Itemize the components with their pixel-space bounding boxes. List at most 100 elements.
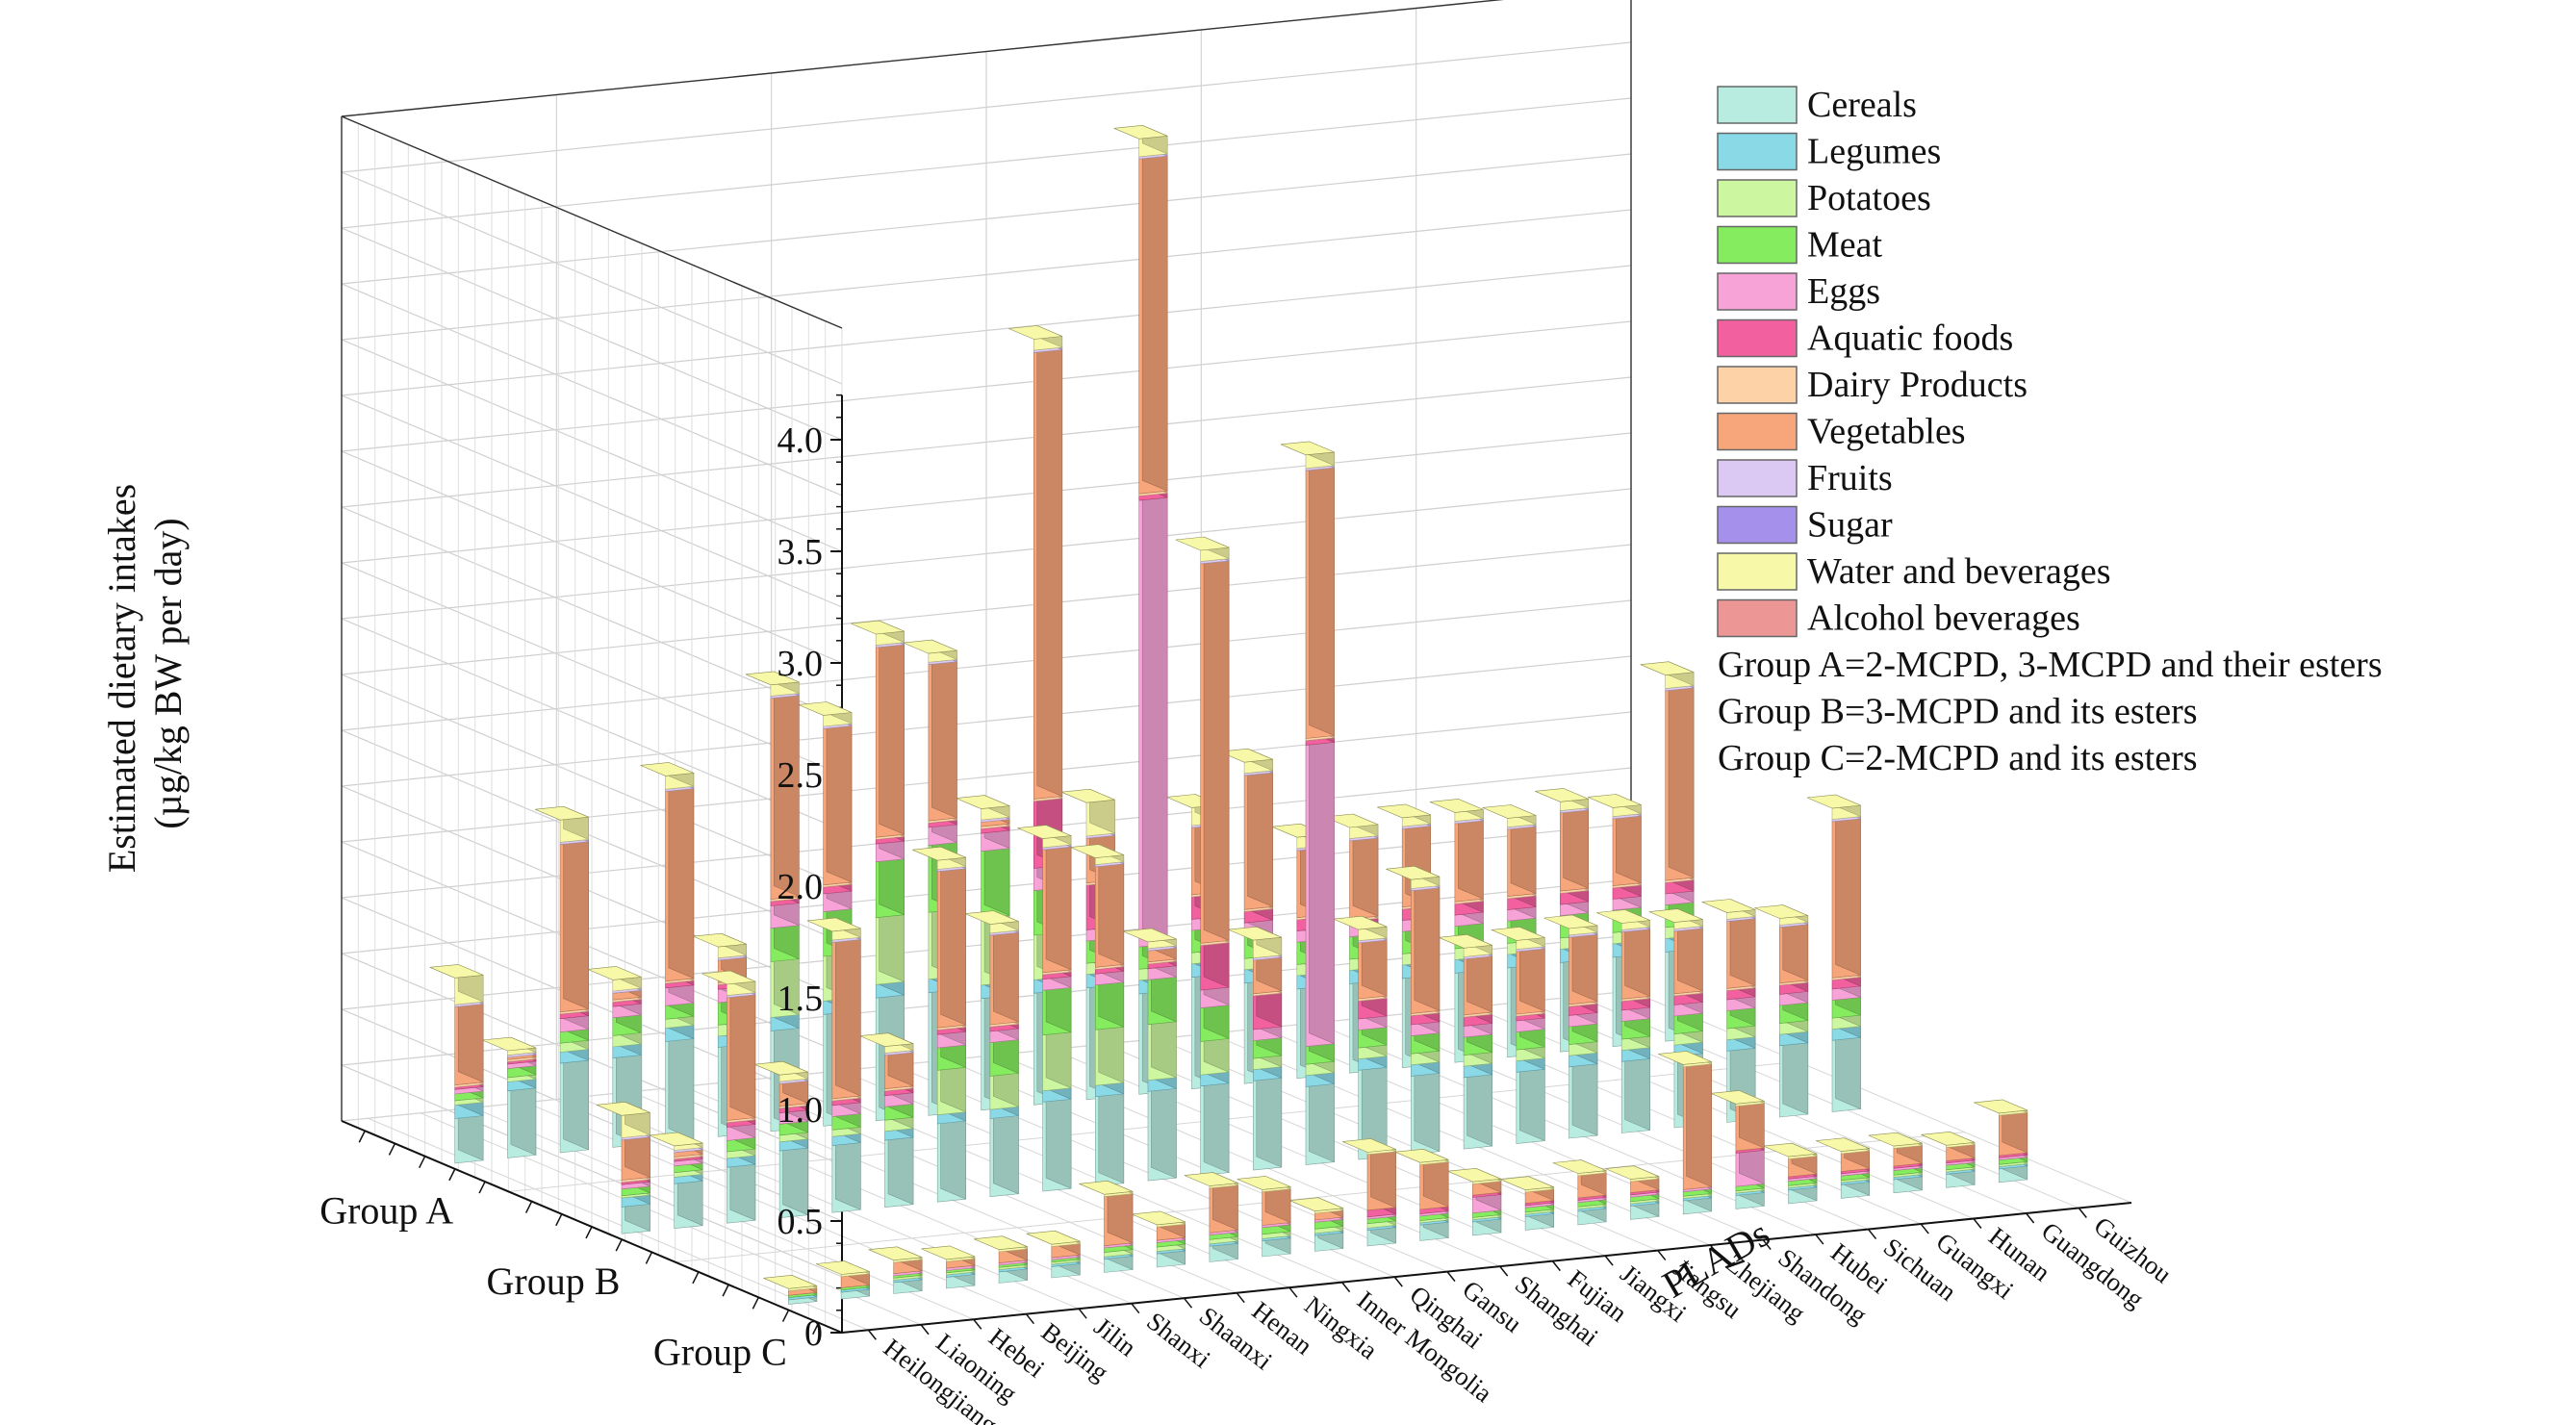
legend-note: Group B=3-MCPD and its esters xyxy=(1718,692,2198,732)
bar-segment-side xyxy=(931,650,957,819)
bar-top xyxy=(1701,899,1756,913)
bar-group-c-sichuan xyxy=(1763,1142,1818,1205)
floor-grid-line xyxy=(683,1085,1185,1299)
bar-group-b-shanxi xyxy=(859,1032,914,1209)
bar-group-c-shandong xyxy=(1658,1051,1712,1215)
floor-grid-line xyxy=(630,1091,1133,1305)
bar-group-c-henan xyxy=(1132,1210,1186,1268)
legend-label: Potatoes xyxy=(1807,178,1931,218)
bar-top xyxy=(806,917,861,932)
bar-group-b-jilin xyxy=(806,917,861,1213)
legend-swatch xyxy=(1717,598,1798,638)
bar-top xyxy=(763,1274,817,1289)
bar-top xyxy=(1605,1165,1660,1180)
plad-tick xyxy=(1025,1313,1035,1325)
bar-segment-side xyxy=(563,1049,589,1151)
bar-top xyxy=(1341,1138,1396,1153)
bar-group-c-beijing xyxy=(921,1245,976,1289)
group-label: Group B xyxy=(487,1260,621,1303)
group-tick xyxy=(692,1271,700,1285)
legend-label: Aquatic foods xyxy=(1807,318,2013,359)
legend-swatch xyxy=(1717,505,1798,545)
floor-grid-line xyxy=(1052,1049,1553,1262)
bar-segment-side xyxy=(1098,852,1125,965)
bar-top xyxy=(1491,927,1545,941)
bar-top xyxy=(1438,933,1492,949)
bar-group-a-jilin xyxy=(640,761,695,1143)
legend-swatch xyxy=(1717,318,1798,358)
plad-tick xyxy=(1815,1234,1824,1245)
floor-grid-line xyxy=(788,1075,1290,1288)
bar-group-b-shaanxi xyxy=(912,846,967,1203)
bar-segment-side xyxy=(826,714,853,883)
bar-top xyxy=(798,701,853,716)
bar-group-c-hebei xyxy=(868,1246,923,1294)
plad-tick xyxy=(1393,1276,1403,1287)
floor-grid-line xyxy=(1472,1006,1975,1219)
plad-tick xyxy=(1920,1223,1929,1234)
bar-group-c-gansu xyxy=(1341,1138,1396,1247)
bar-group-b-fujian xyxy=(1280,441,1335,1165)
bar-group-b-beijing xyxy=(753,1060,808,1219)
bar-top xyxy=(859,1032,914,1047)
bar-top xyxy=(1184,1172,1238,1186)
bar-group-c-zhejiang xyxy=(1605,1165,1660,1220)
bar-top xyxy=(1640,661,1695,676)
legend-swatch xyxy=(1717,366,1798,404)
plad-tick xyxy=(1078,1308,1087,1319)
y-tick-label: 2.0 xyxy=(778,867,824,907)
legend-note: Group A=2-MCPD, 3-MCPD and their esters xyxy=(1718,645,2383,685)
bar-top xyxy=(1596,909,1650,924)
bar-top xyxy=(868,1246,923,1261)
bar-top xyxy=(534,805,589,821)
legend-swatch xyxy=(1717,225,1798,265)
bar-group-c-liaoning xyxy=(815,1260,870,1300)
bar-top xyxy=(1429,799,1484,813)
bar-top xyxy=(921,1245,976,1260)
legend-swatch xyxy=(1717,412,1798,451)
bar-top xyxy=(1386,865,1441,880)
bar-segment-side xyxy=(1309,456,1335,736)
bar-group-b-liaoning xyxy=(649,1132,703,1230)
legend-swatch xyxy=(1717,132,1798,171)
plad-tick xyxy=(1341,1282,1351,1293)
group-tick xyxy=(722,1284,729,1297)
group-tick xyxy=(418,1156,426,1169)
bar-segment-side xyxy=(1141,486,1168,945)
legend-label: Alcohol beverages xyxy=(1807,598,2080,639)
bar-group-b-shandong xyxy=(1491,927,1545,1144)
bar-group-b-inner-mongolia xyxy=(1070,844,1125,1186)
legend-label: Legumes xyxy=(1807,132,1941,172)
group-tick xyxy=(524,1201,533,1213)
floor-grid-line xyxy=(841,1070,1342,1284)
bar-top xyxy=(1394,1148,1449,1163)
bar-group-a-fujian xyxy=(1113,124,1168,1095)
bar-top xyxy=(1333,915,1388,930)
y-tick-label: 0 xyxy=(804,1313,823,1354)
bar-top xyxy=(753,1060,808,1076)
bar-top xyxy=(1289,1197,1343,1212)
legend-swatch xyxy=(1717,459,1798,497)
frame-top xyxy=(341,0,1632,991)
bar-group-a-beijing xyxy=(587,965,642,1148)
bar-top xyxy=(1754,904,1808,919)
legend-label: Eggs xyxy=(1807,271,1880,312)
floor-grid-line xyxy=(1314,1022,1817,1235)
plad-axis-line xyxy=(841,1202,2132,1334)
floor-grid-line xyxy=(999,1054,1500,1267)
y-tick-label: 0.5 xyxy=(778,1202,824,1242)
bar-group-b-zhejiang xyxy=(1438,933,1492,1150)
bar-top xyxy=(1974,1099,2028,1114)
bars xyxy=(429,124,2028,1305)
bar-segment-side xyxy=(834,929,861,1097)
bar-top xyxy=(587,966,642,980)
bar-group-b-heilongjiang xyxy=(596,1101,650,1234)
bar-segment-side xyxy=(879,633,905,835)
bar-group-b-hubei xyxy=(1543,914,1598,1139)
legend: Cereals Legumes Potatoes Meat Eggs Aquatic fo… xyxy=(1717,85,2383,778)
legend-swatch xyxy=(1717,552,1798,591)
group-tick xyxy=(358,1130,366,1143)
bar-top xyxy=(956,795,1010,809)
group-label: Group A xyxy=(319,1189,453,1233)
